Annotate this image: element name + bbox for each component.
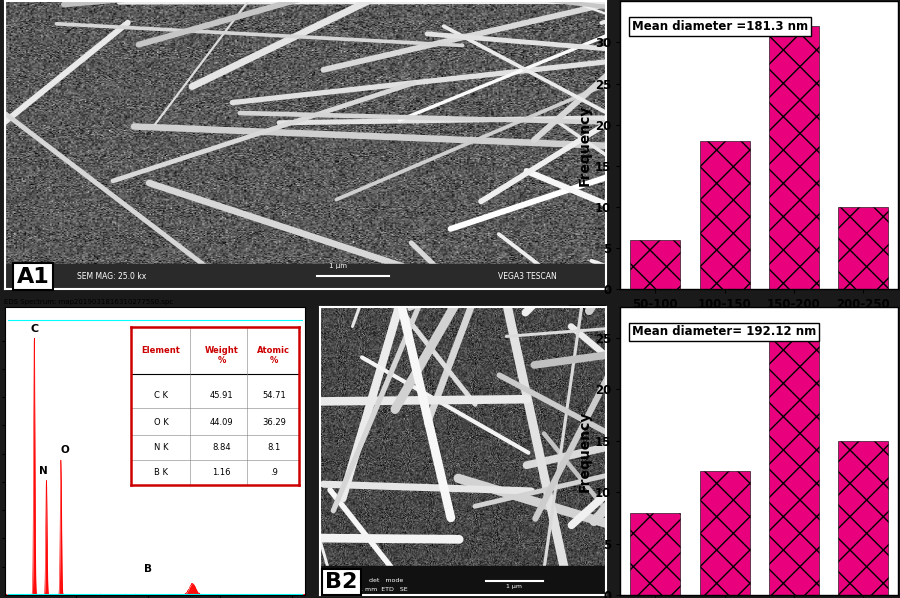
Y-axis label: Frequency: Frequency [578,105,592,186]
Bar [769,26,819,289]
Bar [839,441,888,595]
Text: B: B [144,565,152,575]
Bar [839,207,888,289]
Text: O: O [60,444,69,454]
Text: 1 μm: 1 μm [507,584,522,589]
Text: N: N [39,466,48,476]
Text: A1: A1 [16,267,50,286]
Bar [320,566,606,595]
Text: 30 kV: 30 kV [22,272,44,281]
Text: C: C [31,324,39,334]
Bar [699,141,750,289]
Text: SEM MAG: 25.0 kx: SEM MAG: 25.0 kx [76,272,146,281]
Text: A2: A2 [573,309,602,328]
Text: VEGA3 TESCAN: VEGA3 TESCAN [498,272,556,281]
Y-axis label: Frequency: Frequency [578,410,592,492]
Bar [699,471,750,595]
Text: Mean diameter =181.3 nm: Mean diameter =181.3 nm [632,20,807,33]
Text: 1 μm: 1 μm [329,263,347,269]
Bar [4,264,606,289]
X-axis label: Fiber Diameter (nm): Fiber Diameter (nm) [683,316,836,329]
Bar [630,240,680,289]
Text: 000 x  10.1 mm  ETD   SE: 000 x 10.1 mm ETD SE [328,587,408,592]
Text: Mean diameter= 192.12 nm: Mean diameter= 192.12 nm [632,325,815,338]
Text: B2: B2 [325,572,357,592]
Text: EDS Spectrum: map20190318163102775S0.spc: EDS Spectrum: map20190318163102775S0.spc [4,299,174,305]
Bar [769,338,819,595]
Bar [630,512,680,595]
Text: mag    WD    det   mode: mag WD det mode [328,578,403,583]
